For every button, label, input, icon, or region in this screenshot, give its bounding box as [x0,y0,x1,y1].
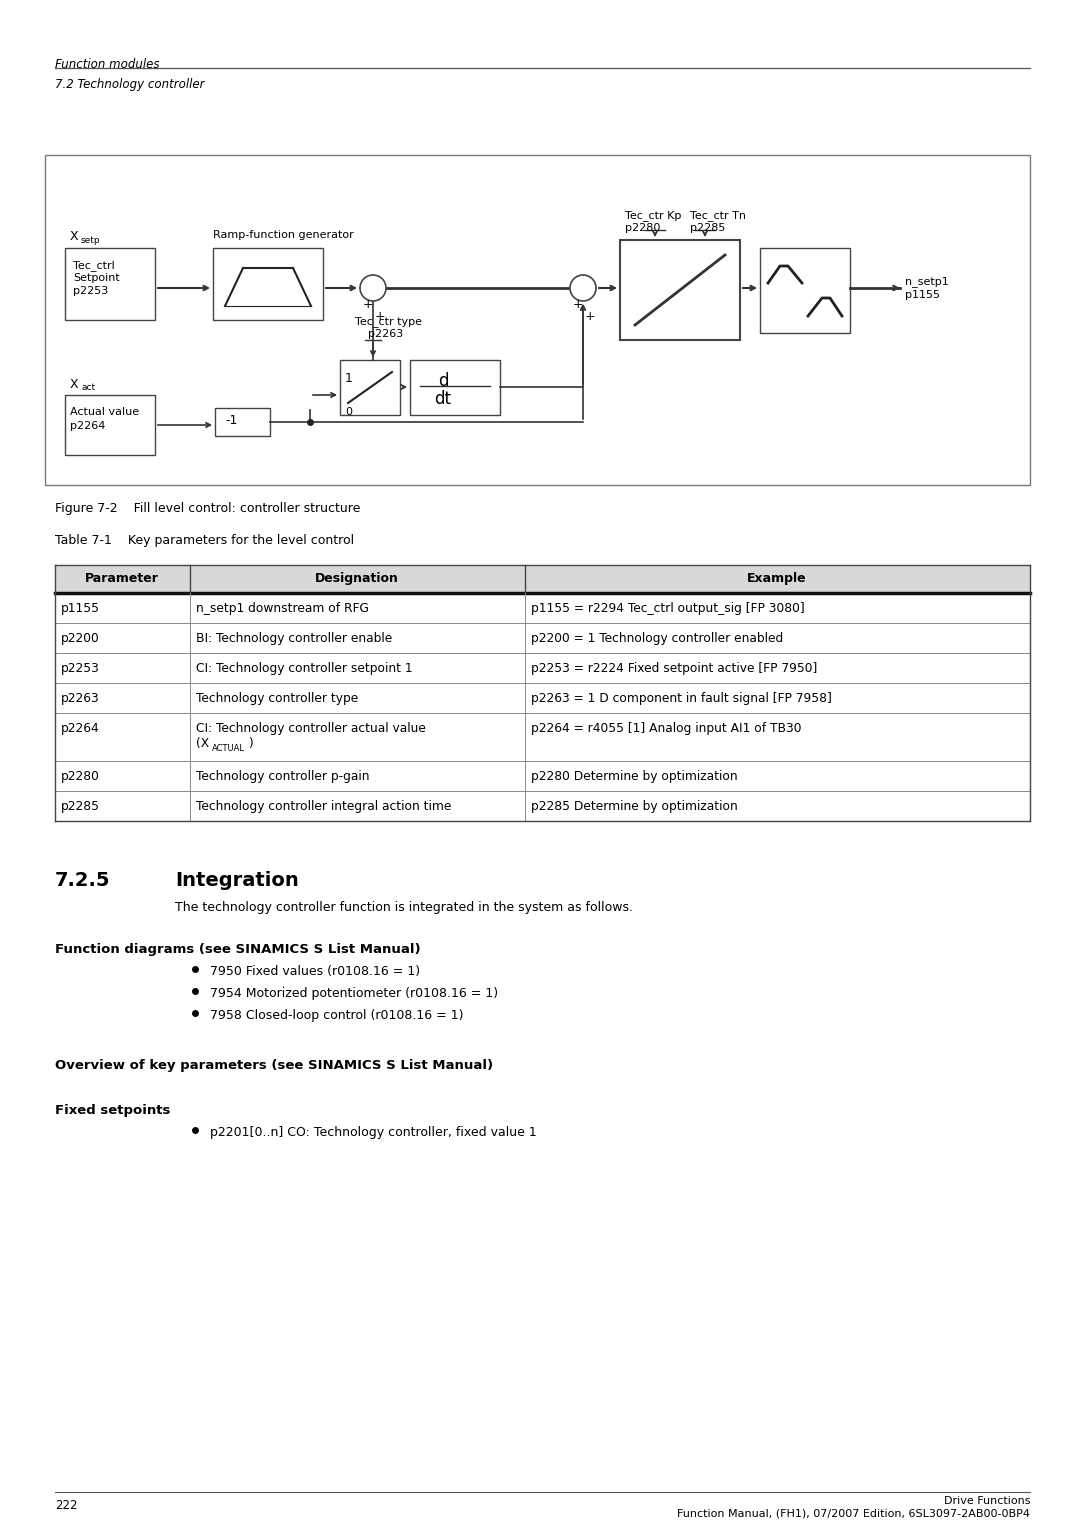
Text: X: X [70,231,79,243]
Text: 7950 Fixed values (r0108.16 = 1): 7950 Fixed values (r0108.16 = 1) [210,965,420,977]
Text: p2201[0..n] CO: Technology controller, fixed value 1: p2201[0..n] CO: Technology controller, f… [210,1125,537,1139]
Text: p2285: p2285 [60,800,100,812]
Text: p2285: p2285 [690,223,726,234]
Text: Designation: Designation [315,573,399,585]
Bar [620,240,740,341]
Text: +: + [375,310,386,324]
Text: Technology controller p-gain: Technology controller p-gain [195,770,369,783]
Text: p2253: p2253 [73,286,108,296]
Text: ACTUAL: ACTUAL [212,744,245,753]
Bar [340,360,400,415]
Text: p2200: p2200 [60,632,99,644]
Text: Figure 7-2    Fill level control: controller structure: Figure 7-2 Fill level control: controlle… [55,502,361,515]
Text: dt: dt [434,389,451,408]
Text: p2264: p2264 [70,421,106,431]
Text: 222: 222 [55,1500,78,1512]
Text: p2285 Determine by optimization: p2285 Determine by optimization [531,800,738,812]
Text: Ramp-function generator: Ramp-function generator [213,231,354,240]
Text: 7954 Motorized potentiometer (r0108.16 = 1): 7954 Motorized potentiometer (r0108.16 =… [210,986,498,1000]
Text: p2280 Determine by optimization: p2280 Determine by optimization [531,770,738,783]
Text: CI: Technology controller actual value: CI: Technology controller actual value [195,722,426,734]
Bar [55,565,1030,592]
Text: p2280: p2280 [625,223,660,234]
Text: 7.2 Technology controller: 7.2 Technology controller [55,78,204,92]
Text: n_setp1 downstream of RFG: n_setp1 downstream of RFG [195,602,369,615]
Text: Function modules: Function modules [55,58,160,70]
Text: d: d [438,373,448,389]
Text: Overview of key parameters (see SINAMICS S List Manual): Overview of key parameters (see SINAMICS… [55,1060,494,1072]
Text: X: X [70,379,79,391]
Text: Technology controller integral action time: Technology controller integral action ti… [195,800,451,812]
Text: setp: setp [81,237,100,244]
Text: p2264 = r4055 [1] Analog input AI1 of TB30: p2264 = r4055 [1] Analog input AI1 of TB… [531,722,801,734]
Bar [213,247,323,321]
Circle shape [360,275,386,301]
Text: Setpoint: Setpoint [73,273,120,282]
Text: Function diagrams (see SINAMICS S List Manual): Function diagrams (see SINAMICS S List M… [55,944,420,956]
Text: (X: (X [195,738,210,750]
Text: n_setp1: n_setp1 [905,276,948,287]
Text: p2264: p2264 [60,722,99,734]
Text: +: + [573,298,583,312]
Text: Function Manual, (FH1), 07/2007 Edition, 6SL3097-2AB00-0BP4: Function Manual, (FH1), 07/2007 Edition,… [677,1509,1030,1519]
Text: p1155: p1155 [60,602,100,615]
Text: 0: 0 [345,408,352,417]
Bar [45,156,1030,486]
Text: 7.2.5: 7.2.5 [55,870,110,890]
Text: ): ) [248,738,253,750]
Text: p2263: p2263 [368,328,403,339]
Text: +: + [363,298,374,312]
Text: +: + [585,310,596,324]
Bar [65,395,156,455]
Text: p2253: p2253 [60,663,99,675]
Text: act: act [81,383,95,392]
Bar [215,408,270,437]
Text: Tec_ctrl: Tec_ctrl [73,260,114,270]
Text: BI: Technology controller enable: BI: Technology controller enable [195,632,392,644]
Text: p2200 = 1 Technology controller enabled: p2200 = 1 Technology controller enabled [531,632,783,644]
Text: Tec_ctr type: Tec_ctr type [355,316,422,327]
Bar [760,247,850,333]
Text: 7958 Closed-loop control (r0108.16 = 1): 7958 Closed-loop control (r0108.16 = 1) [210,1009,463,1022]
Text: Drive Functions: Drive Functions [944,1496,1030,1506]
Text: Tec_ctr Tn: Tec_ctr Tn [690,211,746,221]
Text: Example: Example [747,573,807,585]
Text: p2263 = 1 D component in fault signal [FP 7958]: p2263 = 1 D component in fault signal [F… [531,692,832,705]
Text: p1155: p1155 [905,290,940,299]
Text: Tec_ctr Kp: Tec_ctr Kp [625,211,681,221]
Text: The technology controller function is integrated in the system as follows.: The technology controller function is in… [175,901,633,915]
Text: Technology controller type: Technology controller type [195,692,359,705]
Text: Parameter: Parameter [85,573,159,585]
Text: p2253 = r2224 Fixed setpoint active [FP 7950]: p2253 = r2224 Fixed setpoint active [FP … [531,663,818,675]
Circle shape [570,275,596,301]
Bar [410,360,500,415]
Text: p2280: p2280 [60,770,99,783]
Text: CI: Technology controller setpoint 1: CI: Technology controller setpoint 1 [195,663,413,675]
Bar [65,247,156,321]
Text: 1: 1 [345,373,353,385]
Text: -1: -1 [225,414,238,428]
Text: p1155 = r2294 Tec_ctrl output_sig [FP 3080]: p1155 = r2294 Tec_ctrl output_sig [FP 30… [531,602,805,615]
Text: p2263: p2263 [60,692,99,705]
Text: Integration: Integration [175,870,299,890]
Text: Actual value: Actual value [70,408,139,417]
Text: Fixed setpoints: Fixed setpoints [55,1104,171,1116]
Text: Table 7-1    Key parameters for the level control: Table 7-1 Key parameters for the level c… [55,534,354,547]
